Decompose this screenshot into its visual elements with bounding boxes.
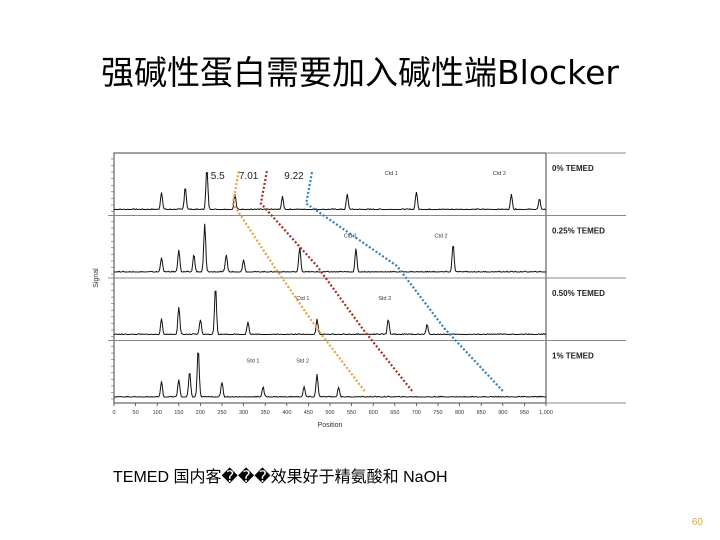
x-tick-label: 700 [412,410,421,416]
slide-title: 强碱性蛋白需要加入碱性端Blocker [101,53,619,92]
marker-line-9-22 [304,170,504,392]
marker-line-7-01 [259,170,413,392]
x-tick-label: 650 [390,410,399,416]
x-tick-label: 850 [477,410,486,416]
page-number: 60 [691,517,703,528]
legend-label: 0.50% TEMED [552,289,605,298]
x-tick-label: 950 [520,410,529,416]
x-tick-label: 400 [282,410,291,416]
legend-label: 0% TEMED [552,164,594,173]
peak-label: Std 1 [247,358,260,364]
x-tick-label: 600 [369,410,378,416]
x-tick-label: 300 [239,410,248,416]
marker-line-5-5 [231,170,366,392]
trace-3 [114,290,547,336]
electropherogram-chart: 0% TEMED 0.25% TEMED 0.50% TEMED 1% TEMED 5.… [93,152,626,428]
x-tick-label: 550 [347,410,356,416]
x-tick-label: 750 [433,410,442,416]
trace-2 [114,223,547,273]
marker-label: 7.01 [239,171,259,182]
marker-label: 5.5 [211,171,225,182]
x-tick-label: 0 [112,410,115,416]
x-tick-label: 1,000 [539,410,553,416]
x-tick-label: 800 [455,410,464,416]
trace-1 [113,172,546,211]
peak-label: Ctd 1 [385,171,398,177]
slide-caption: TEMED 国内客���效果好于精氨酸和 NaOH [113,469,448,486]
peak-label: Ctd 1 [344,233,357,239]
x-tick-label: 900 [498,410,507,416]
peak-label: Ctd 2 [493,171,506,177]
y-axis-label: Signal [93,268,100,288]
x-tick-label: 350 [261,410,270,416]
x-tick-label: 200 [196,410,205,416]
peak-label: Ctd 2 [434,233,447,239]
peak-label: Ctd 1 [296,296,309,302]
peak-label: Std 2 [378,296,391,302]
x-tick-label: 250 [217,410,226,416]
x-tick-label: 100 [153,410,162,416]
x-tick-label: 450 [304,410,313,416]
legend-label: 1% TEMED [552,352,594,361]
legend-label: 0.25% TEMED [552,227,605,236]
peak-label: Std 2 [296,358,309,364]
x-axis-label: Position [318,422,343,428]
x-tick-label: 500 [325,410,334,416]
x-tick-label: 50 [133,410,139,416]
x-tick-label: 150 [174,410,183,416]
trace-4 [114,352,546,398]
marker-label: 9.22 [284,171,304,182]
